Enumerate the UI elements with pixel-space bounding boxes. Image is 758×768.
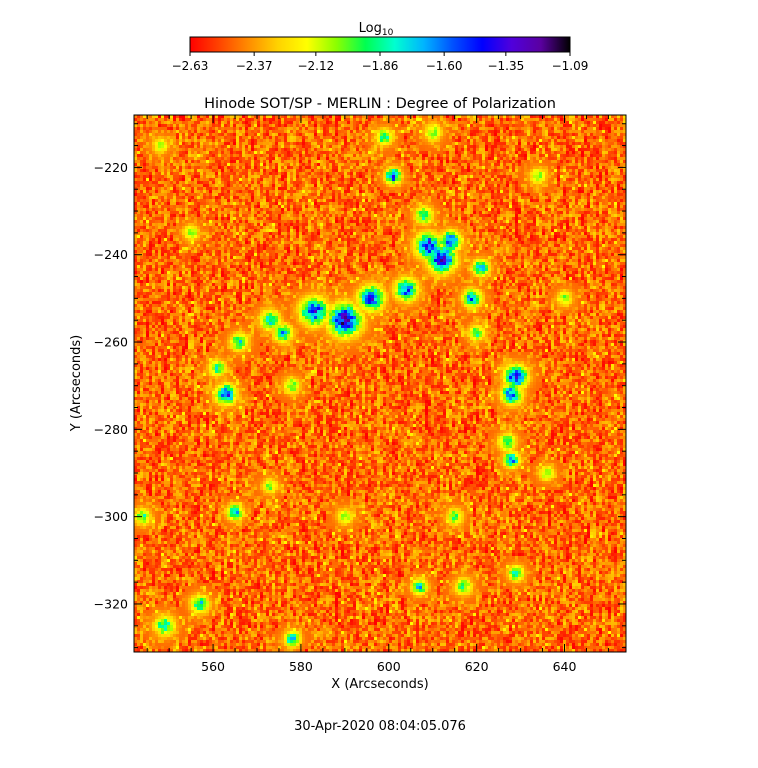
colorbar-ticks: −2.63 −2.37 −2.12 −1.86 −1.60 −1.35 −1.09 [172, 52, 589, 73]
x-axis-label: X (Arcseconds) [331, 677, 428, 692]
colorbar-tick-label: −1.60 [426, 59, 463, 73]
colorbar-tick-label: −2.12 [297, 59, 334, 73]
colorbar-tick-label: −1.35 [487, 59, 524, 73]
y-tick-label: −220 [94, 160, 128, 175]
y-tick-label: −320 [94, 596, 128, 611]
chart-title: Hinode SOT/SP - MERLIN : Degree of Polar… [204, 96, 556, 112]
y-axis-label: Y (Arcseconds) [69, 335, 84, 432]
colorbar-tick-label: −2.63 [172, 59, 209, 73]
y-tick-label: −260 [94, 335, 128, 350]
y-axis: −220 −240 −260 −280 −300 −320 [94, 123, 626, 649]
y-tick-label: −300 [94, 509, 128, 524]
timestamp: 30-Apr-2020 08:04:05.076 [294, 719, 466, 734]
plot-area: 560 580 600 620 640 −220 −240 −260 −280 −300 −320 [94, 114, 627, 674]
colorbar-tick-label: −1.09 [552, 59, 589, 73]
y-tick-label: −240 [94, 247, 128, 262]
colorbar-label: Log10 [359, 21, 394, 38]
heatmap-image [134, 115, 626, 652]
x-tick-label: 640 [553, 659, 577, 674]
x-tick-label: 600 [377, 659, 401, 674]
x-tick-label: 620 [465, 659, 489, 674]
colorbar-label-sub: 10 [382, 28, 394, 38]
plot-frame [133, 114, 627, 653]
colorbar-gradient [190, 37, 570, 52]
x-tick-label: 580 [289, 659, 313, 674]
x-axis: 560 580 600 620 640 [146, 115, 609, 674]
colorbar: Log10 −2.63 −2.37 −2.12 −1.86 −1.60 −1.35 −1.0… [172, 21, 589, 73]
colorbar-tick-label: −1.86 [362, 59, 399, 73]
colorbar-label-base: Log [359, 21, 382, 36]
colorbar-tick-label: −2.37 [236, 59, 273, 73]
x-tick-label: 560 [201, 659, 225, 674]
y-tick-label: −280 [94, 422, 128, 437]
